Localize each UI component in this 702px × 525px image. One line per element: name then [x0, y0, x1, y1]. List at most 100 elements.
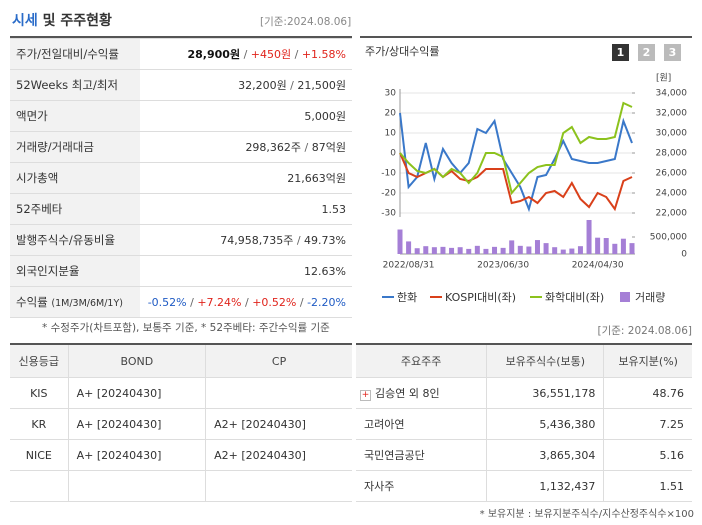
value-cell: 32,200원 / 21,500원 — [140, 69, 352, 101]
sub-label: (1M/3M/6M/1Y) — [51, 298, 123, 309]
cell-text: 국민연금공단 — [364, 449, 425, 462]
volume-bar — [552, 247, 558, 254]
value-cell: 5,000원 — [140, 100, 352, 132]
cell-text: A+ [20240430] — [76, 417, 162, 431]
info-table: 주가/전일대비/수익률 28,900원 / +450원 / +1.58% 52Wee… — [10, 38, 352, 318]
volume-bar — [526, 246, 532, 254]
row: 자사주 1,132,437 1.51 — [356, 470, 692, 502]
value: 28,900원 — [187, 48, 241, 61]
cell: A+ [20240430] — [67, 439, 206, 471]
title: 시세 및 주주현황 — [12, 10, 112, 30]
cell: A+ [20240430] — [67, 408, 206, 440]
button-label[interactable]: 3 — [669, 46, 677, 59]
y-tick-label: 20 — [385, 109, 397, 119]
value: +0.52% — [252, 295, 297, 309]
label-cell: 액면가 — [10, 100, 140, 132]
legend-label: 화학대비(좌) — [545, 291, 604, 304]
button-label[interactable]: 2 — [643, 46, 651, 59]
volume-bar — [586, 220, 592, 254]
value-cell: 1.53 — [140, 193, 352, 225]
header-cell: 신용등급 — [10, 344, 69, 378]
value: 21,500원 — [297, 79, 346, 92]
cell-text: KIS — [30, 386, 48, 400]
volume-bar — [431, 247, 437, 254]
header-row: 신용등급 BOND CP — [10, 344, 352, 378]
chart-note: [기준: 2024.08.06] — [597, 325, 692, 337]
volume-bar — [457, 247, 463, 254]
label-cell: 발행주식수/유동비율 — [10, 224, 140, 256]
button[interactable] — [664, 44, 681, 61]
button[interactable] — [638, 44, 655, 61]
title-highlight: 시세 — [12, 13, 38, 29]
value: +450원 — [250, 48, 292, 61]
volume-bar — [534, 240, 540, 254]
volume-bar — [414, 248, 420, 254]
y2-tick-label: 22,000 — [656, 209, 688, 219]
cell: 1.51 — [603, 470, 692, 502]
cell-text: A2+ [20240430] — [214, 448, 306, 462]
value: 12.63% — [304, 264, 346, 278]
cell: A2+ [20240430] — [205, 408, 352, 440]
row: 액면가 5,000원 — [10, 100, 352, 132]
cell: KIS — [10, 377, 69, 409]
row: 거래량/거래대금 298,362주 / 87억원 — [10, 131, 352, 163]
cell — [67, 470, 206, 502]
cell: KR — [10, 408, 69, 440]
volume-bar — [620, 238, 626, 254]
value: 74,958,735주 — [220, 234, 294, 247]
volume-bar — [500, 247, 506, 254]
cell: A+ [20240430] — [67, 377, 206, 409]
y3-tick-label: 500,000 — [650, 233, 687, 243]
header-row: 주요주주 보유주식수(보통) 보유지분(%) — [356, 344, 692, 378]
expand-icon[interactable]: + — [360, 390, 371, 401]
legend-label: 한화 — [397, 291, 417, 304]
rule — [10, 36, 352, 38]
legend-label: KOSPI대비(좌) — [445, 291, 516, 304]
cell-text: 1,132,437 — [539, 479, 596, 493]
label: 주가/전일대비/수익률 — [16, 47, 119, 61]
volume-bar — [449, 247, 455, 254]
cell-text: 1.51 — [659, 479, 685, 493]
credit-table: 신용등급 BOND CP KIS A+ [20240430] KR A+ [20240430… — [10, 343, 352, 502]
label: 52Weeks 최고/최저 — [16, 78, 118, 92]
y-tick-label: -30 — [381, 209, 396, 219]
label-cell: 거래량/거래대금 — [10, 131, 140, 163]
volume-bar — [595, 237, 601, 254]
x-tick-label: 2022/08/31 — [383, 261, 435, 271]
row: KR A+ [20240430] A2+ [20240430] — [10, 408, 352, 440]
row: 국민연금공단 3,865,304 5.16 — [356, 439, 692, 471]
row: 외국인지분율 12.63% — [10, 255, 352, 287]
header-cell: 주요주주 — [356, 344, 487, 378]
value: +7.24% — [197, 295, 242, 309]
volume-bar — [577, 246, 583, 254]
y-tick-label: 0 — [390, 149, 396, 159]
y2-tick-label: 32,000 — [656, 109, 688, 119]
x-tick-label: 2023/06/30 — [477, 261, 529, 271]
separator: / — [293, 234, 305, 247]
cell-text: 48.76 — [652, 386, 685, 400]
y2-tick-label: 30,000 — [656, 129, 688, 139]
value: -0.52% — [147, 295, 187, 309]
cell: 3,865,304 — [486, 439, 604, 471]
label: 시가총액 — [16, 171, 59, 185]
label-cell: 주가/전일대비/수익률 — [10, 38, 140, 70]
cell-text: 5.16 — [659, 448, 685, 462]
volume-bar — [440, 246, 446, 254]
separator: / — [291, 48, 302, 61]
cell: 48.76 — [603, 377, 692, 409]
value: 5,000원 — [304, 110, 346, 123]
row: 수익률 (1M/3M/6M/1Y) -0.52% / +7.24% / +0.52… — [10, 286, 352, 318]
cell-text: 김승연 외 8인 — [375, 387, 440, 400]
label-cell: 수익률 (1M/3M/6M/1Y) — [10, 286, 140, 318]
row: 고려아연 5,436,380 7.25 — [356, 408, 692, 440]
volume-bar — [406, 241, 412, 254]
separator: / — [240, 48, 251, 61]
cell-text: A2+ [20240430] — [214, 417, 306, 431]
cell: A2+ [20240430] — [205, 439, 352, 471]
value: 49.73% — [304, 234, 346, 247]
button-label[interactable]: 1 — [617, 46, 625, 59]
button[interactable] — [612, 44, 629, 61]
cell-text: 고려아연 — [364, 418, 405, 431]
label: 거래량/거래대금 — [16, 140, 94, 154]
